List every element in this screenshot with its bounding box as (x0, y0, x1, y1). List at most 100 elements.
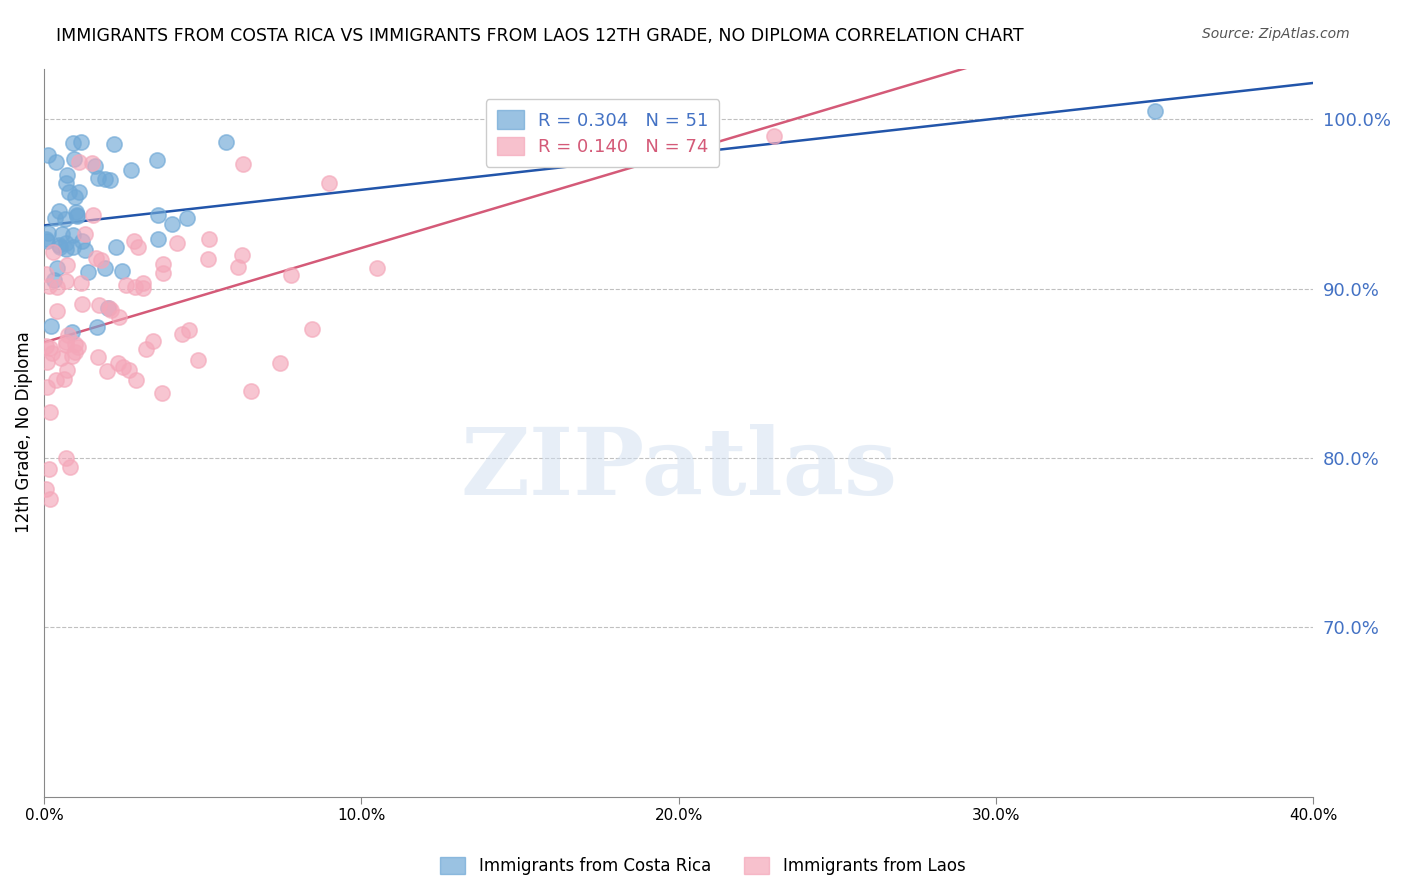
Point (62, 136, 84, 150)
Point (280, 268, 302, 282)
Point (215, 135, 238, 149)
Point (38, 341, 60, 355)
Point (124, 234, 146, 248)
Point (94, 172, 117, 186)
Point (142, 334, 165, 349)
Point (48, 204, 70, 219)
Point (90, 252, 112, 267)
Point (135, 342, 157, 356)
Text: ZIPatlas: ZIPatlas (460, 424, 897, 514)
Point (51, 227, 73, 242)
Point (67, 154, 90, 169)
Point (70, 235, 93, 249)
Point (120, 162, 142, 177)
Point (198, 232, 221, 246)
Legend: R = 0.304   N = 51, R = 0.140   N = 74: R = 0.304 N = 51, R = 0.140 N = 74 (485, 99, 720, 167)
Point (35, 380, 58, 394)
Point (42, 245, 65, 260)
Point (176, 211, 198, 226)
Point (366, 261, 388, 276)
Point (55, 275, 77, 289)
Point (42, 273, 65, 287)
Point (232, 157, 254, 171)
Point (37, 234, 59, 248)
Point (152, 266, 174, 280)
Point (80, 156, 103, 170)
Point (49, 351, 72, 365)
Point (124, 279, 146, 293)
Point (45, 279, 67, 293)
Point (127, 240, 149, 254)
Point (103, 136, 125, 151)
Point (56, 168, 79, 182)
Point (762, 129, 785, 144)
Point (231, 248, 253, 262)
Point (55, 451, 77, 466)
Point (107, 310, 129, 325)
Point (63, 152, 86, 166)
Point (55, 338, 77, 352)
Point (84, 159, 107, 173)
Point (107, 356, 129, 370)
Point (152, 257, 174, 271)
Point (55, 176, 77, 190)
Point (73, 243, 96, 257)
Point (87, 297, 110, 311)
Point (84, 251, 107, 265)
Y-axis label: 12th Grade, No Diploma: 12th Grade, No Diploma (15, 332, 32, 533)
Point (53, 212, 76, 227)
Point (226, 260, 249, 275)
Point (45, 373, 67, 387)
Point (56, 362, 79, 376)
Point (67, 186, 90, 200)
Point (132, 277, 155, 291)
Point (70, 277, 93, 291)
Point (239, 384, 262, 398)
Point (1143, 103, 1166, 118)
Point (82, 208, 104, 222)
Point (97, 301, 120, 315)
Point (86, 351, 108, 365)
Point (60, 326, 83, 340)
Point (35, 339, 58, 353)
Point (39, 491, 62, 506)
Point (269, 356, 291, 370)
Point (301, 321, 323, 335)
Point (52, 372, 75, 386)
Point (87, 170, 110, 185)
Point (125, 373, 148, 387)
Point (35, 267, 58, 281)
Point (70, 296, 93, 310)
Point (55, 334, 77, 349)
Point (97, 301, 120, 316)
Point (66, 209, 89, 223)
Point (38, 461, 60, 475)
Point (56, 328, 79, 343)
Point (187, 353, 209, 368)
Point (38, 279, 60, 293)
Point (76, 265, 98, 279)
Point (110, 264, 132, 278)
Point (39, 405, 62, 419)
Legend: Immigrants from Costa Rica, Immigrants from Laos: Immigrants from Costa Rica, Immigrants f… (432, 849, 974, 884)
Point (105, 240, 128, 254)
Point (39, 319, 62, 334)
Point (166, 236, 188, 251)
Point (41, 346, 63, 360)
Point (148, 208, 170, 222)
Point (132, 280, 155, 294)
Point (59, 460, 82, 475)
Point (44, 154, 66, 169)
Point (35, 482, 58, 496)
Point (118, 363, 141, 377)
Point (179, 323, 201, 337)
Point (93, 260, 115, 275)
Point (66, 340, 89, 354)
Point (62, 227, 84, 242)
Point (114, 277, 136, 292)
Point (146, 153, 169, 167)
Point (66, 208, 89, 222)
Point (98, 172, 121, 186)
Point (111, 360, 134, 375)
Point (55, 242, 77, 256)
